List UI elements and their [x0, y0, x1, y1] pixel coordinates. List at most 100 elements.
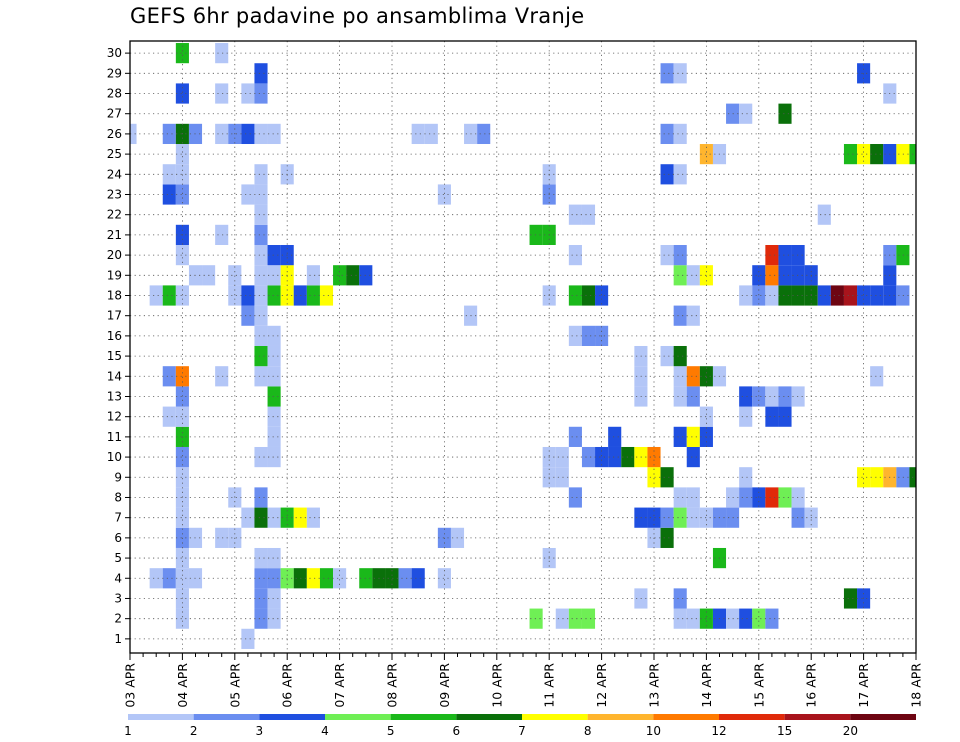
- y-tick-label: 24: [107, 167, 122, 181]
- heatmap-cell: [778, 285, 792, 306]
- heatmap-cell: [817, 204, 831, 225]
- heatmap-cell: [581, 285, 596, 306]
- heatmap-cell: [555, 608, 569, 629]
- heatmap-cell: [215, 366, 229, 387]
- heatmap-cell: [411, 123, 425, 145]
- heatmap-cell: [254, 305, 268, 326]
- x-tick-label: 06 APR: [280, 663, 295, 708]
- heatmap-cell: [267, 588, 281, 609]
- heatmap-cell: [175, 568, 189, 589]
- heatmap-cell: [175, 164, 189, 185]
- heatmap-cell: [778, 103, 792, 124]
- heatmap-cell: [726, 103, 740, 124]
- heatmap-cell: [254, 63, 268, 84]
- heatmap-cell: [175, 446, 189, 468]
- heatmap-cell: [241, 305, 255, 326]
- heatmap-cell: [699, 265, 713, 286]
- x-tick-label: 13 APR: [647, 663, 662, 708]
- heatmap-cell: [306, 507, 320, 528]
- heatmap-cell: [319, 285, 334, 306]
- y-tick-label: 1: [114, 632, 122, 646]
- heatmap-cell: [175, 467, 189, 488]
- colorbar-label: 6: [453, 724, 461, 738]
- x-tick-label: 12 APR: [594, 663, 609, 708]
- y-tick-label: 5: [114, 551, 122, 565]
- heatmap-cell: [175, 386, 189, 407]
- x-tick-label: 08 APR: [385, 663, 400, 708]
- heatmap-cell: [254, 568, 268, 589]
- heatmap-cell: [778, 487, 792, 508]
- heatmap-cell: [149, 568, 163, 589]
- heatmap-cell: [568, 487, 582, 508]
- heatmap-cell: [778, 406, 792, 427]
- y-tick-label: 17: [107, 309, 122, 323]
- y-tick-label: 6: [114, 531, 122, 545]
- heatmap-cell: [726, 487, 740, 508]
- colorbar-segment: [259, 714, 325, 720]
- heatmap-cell: [778, 245, 792, 266]
- heatmap-cell: [817, 285, 831, 306]
- heatmap-cell: [175, 184, 189, 205]
- heatmap-cell: [267, 446, 281, 468]
- heatmap-cell: [254, 184, 268, 205]
- heatmap-cell: [752, 608, 766, 629]
- heatmap-cell: [765, 245, 779, 266]
- colorbar-label: 12: [711, 724, 726, 738]
- heatmap-cell: [306, 265, 320, 286]
- heatmap-cell: [686, 426, 700, 447]
- heatmap-cell: [843, 588, 858, 609]
- heatmap-cell: [267, 123, 281, 145]
- heatmap-cell: [778, 386, 792, 407]
- heatmap-cell: [333, 265, 347, 286]
- heatmap-cell: [765, 487, 779, 508]
- heatmap-cell: [660, 345, 674, 367]
- heatmap-cell: [581, 325, 596, 346]
- y-tick-label: 15: [107, 349, 122, 363]
- heatmap-cell: [686, 446, 700, 468]
- heatmap-cell: [778, 265, 792, 286]
- heatmap-cell: [699, 608, 713, 629]
- heatmap-cell: [215, 224, 229, 245]
- heatmap-cell: [686, 608, 700, 629]
- heatmap-cell: [215, 527, 229, 548]
- heatmap-cell: [529, 224, 543, 245]
- heatmap-cell: [175, 83, 189, 104]
- heatmap-cell: [175, 245, 189, 266]
- heatmap-cell: [162, 164, 176, 185]
- heatmap-cell: [660, 123, 674, 145]
- y-tick-label: 20: [107, 248, 122, 262]
- colorbar-label: 4: [321, 724, 329, 738]
- x-tick-label: 10 APR: [489, 663, 504, 708]
- x-tick-label: 11 APR: [542, 663, 557, 708]
- heatmap-cell: [739, 103, 753, 124]
- heatmap-cell: [568, 204, 582, 225]
- heatmap-cell: [162, 406, 176, 427]
- colorbar-label: 8: [584, 724, 592, 738]
- heatmap-cell: [162, 285, 176, 306]
- heatmap-cell: [568, 325, 582, 346]
- heatmap-cell: [254, 245, 268, 266]
- heatmap-cell: [254, 345, 268, 367]
- x-tick-label: 15 APR: [751, 663, 766, 708]
- heatmap-cell: [398, 568, 412, 589]
- heatmap-cell: [424, 123, 438, 145]
- heatmap-cell: [254, 204, 268, 225]
- heatmap-cell: [130, 123, 137, 145]
- colorbar-label: 7: [518, 724, 526, 738]
- heatmap-cell: [346, 265, 360, 286]
- heatmap-cell: [385, 568, 399, 589]
- heatmap-cell: [254, 446, 268, 468]
- heatmap-cell: [241, 83, 255, 104]
- heatmap-cell: [752, 285, 766, 306]
- heatmap-cell: [175, 43, 189, 64]
- heatmap-cell: [555, 446, 569, 468]
- heatmap-cell: [660, 245, 674, 266]
- y-tick-label: 28: [107, 87, 122, 101]
- heatmap-cell: [699, 144, 713, 165]
- heatmap-cell: [267, 568, 281, 589]
- heatmap-cell: [411, 568, 425, 589]
- heatmap-cell: [752, 386, 766, 407]
- heatmap-cell: [241, 184, 255, 205]
- heatmap-cell: [673, 386, 687, 407]
- heatmap-cell: [686, 386, 700, 407]
